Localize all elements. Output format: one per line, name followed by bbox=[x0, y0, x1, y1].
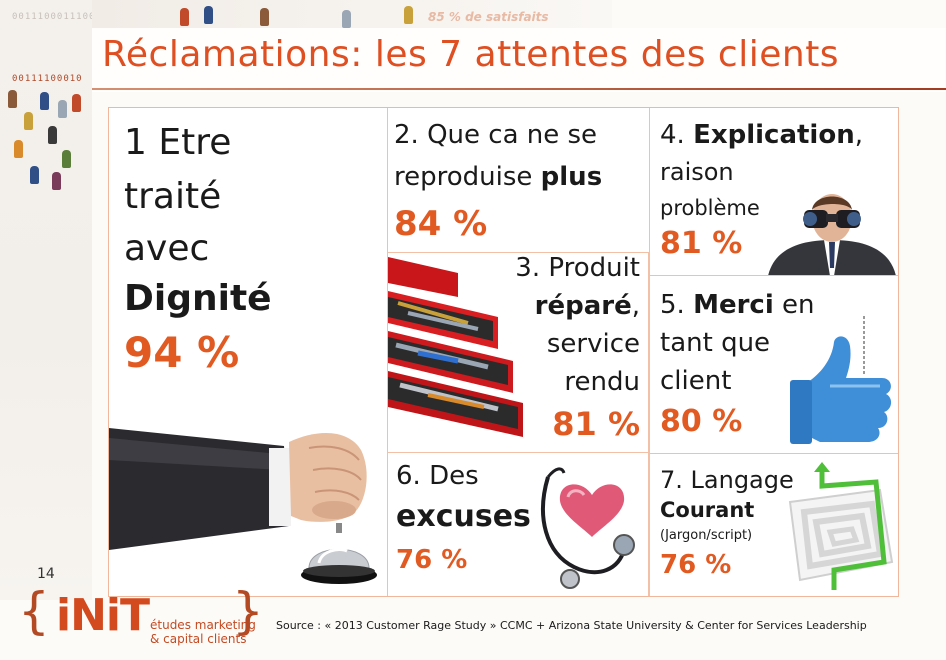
cell-1-line-1: 1 Etre bbox=[124, 122, 232, 163]
binoculars-man-icon bbox=[768, 194, 896, 275]
page-title: Réclamations: les 7 attentes des clients bbox=[102, 34, 840, 75]
cell-5-percent: 80 % bbox=[660, 404, 743, 439]
cell-dignity: 1 Etre traité avec Dignité 94 % bbox=[109, 108, 388, 596]
cell-explanation: 4. Explication, raison problème 81 % bbox=[649, 108, 898, 276]
cell-3-line-4: rendu bbox=[564, 367, 640, 397]
fist-hand-icon bbox=[109, 428, 367, 550]
stethoscope-heart-icon bbox=[541, 467, 635, 589]
cell-1-percent: 94 % bbox=[124, 328, 240, 377]
cell-6-line-2: excuses bbox=[396, 499, 531, 534]
decorative-side-strip: 0011100011100 00111100010 bbox=[0, 0, 92, 600]
header-divider bbox=[92, 88, 946, 90]
binary-text-mid: 00111100010 bbox=[12, 74, 83, 84]
logo-brace-left: { bbox=[18, 582, 50, 640]
header: Réclamations: les 7 attentes des clients bbox=[92, 28, 946, 92]
cell-5-line-1: 5. Merci en bbox=[660, 290, 815, 320]
thumbs-up-icon bbox=[790, 316, 892, 444]
toolbox-icon bbox=[388, 257, 523, 437]
cell-4-line-1: 4. Explication, bbox=[660, 120, 863, 150]
cell-5-line-2: tant que bbox=[660, 328, 771, 358]
cell-2-line-2: reproduise plus bbox=[394, 162, 603, 192]
service-bell-icon bbox=[301, 523, 377, 584]
cell-6-percent: 76 % bbox=[396, 545, 468, 575]
cell-2-line-1: 2. Que ca ne se bbox=[394, 120, 598, 150]
cell-1-line-4: Dignité bbox=[124, 278, 272, 319]
cell-3-percent: 81 % bbox=[552, 405, 640, 443]
expectations-grid: 1 Etre traité avec Dignité 94 % bbox=[108, 107, 899, 597]
cell-3-line-1: 3. Produit bbox=[515, 253, 640, 283]
binary-text-top: 0011100011100 bbox=[12, 12, 92, 22]
cell-1-line-3: avec bbox=[124, 228, 210, 269]
cell-thanks: 5. Merci en tant que client 80 % bbox=[649, 276, 898, 454]
logo-mark: iNiT bbox=[56, 590, 150, 641]
maze-icon bbox=[788, 462, 894, 590]
logo-tagline-1: études marketing bbox=[150, 618, 256, 632]
cell-7-line-2: Courant bbox=[660, 498, 755, 522]
cell-7-percent: 76 % bbox=[660, 550, 732, 580]
cell-7-line-3: (Jargon/script) bbox=[660, 528, 753, 543]
cell-4-line-2: raison bbox=[660, 158, 734, 186]
cell-apology: 6. Des excuses 76 % bbox=[388, 453, 649, 596]
cell-product-repaired: 3. Produit réparé, service rendu 81 % bbox=[388, 253, 649, 453]
cell-3-line-3: service bbox=[546, 329, 640, 359]
init-logo: { iNiT études marketing & capital client… bbox=[18, 582, 268, 646]
cell-4-line-3: problème bbox=[660, 196, 760, 220]
source-citation: Source : « 2013 Customer Rage Study » CC… bbox=[276, 619, 867, 632]
decorative-top-strip bbox=[92, 0, 612, 30]
cell-2-percent: 84 % bbox=[394, 204, 488, 244]
cell-1-line-2: traité bbox=[124, 176, 222, 217]
cell-3-line-2: réparé, bbox=[534, 291, 640, 321]
cell-no-repeat: 2. Que ca ne se reproduise plus 84 % bbox=[388, 108, 649, 253]
logo-brace-right: } bbox=[232, 582, 264, 640]
cell-4-percent: 81 % bbox=[660, 226, 743, 261]
cell-6-line-1: 6. Des bbox=[396, 461, 479, 491]
satisfaction-fragment: 85 % de satisfaits bbox=[428, 10, 549, 24]
cell-7-line-1: 7. Langage bbox=[660, 466, 794, 494]
cell-language: 7. Langage Courant (Jargon/script) 76 % bbox=[649, 454, 898, 596]
logo-tagline-2: & capital clients bbox=[150, 632, 247, 646]
page-number: 14 bbox=[37, 566, 55, 582]
cell-5-line-3: client bbox=[660, 366, 732, 396]
